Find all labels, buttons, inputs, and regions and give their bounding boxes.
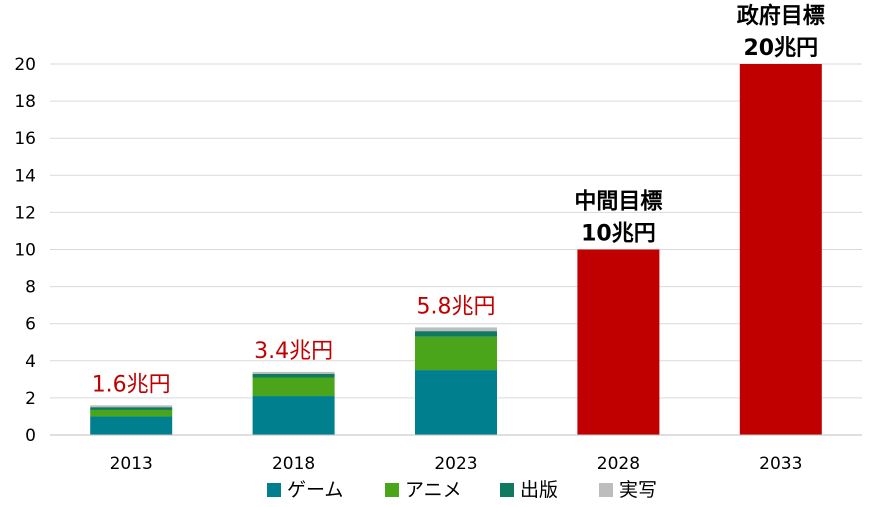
legend-label: 出版 (520, 479, 558, 501)
y-tick-label: 2 (25, 389, 36, 409)
target-label-line1: 中間目標 (574, 190, 662, 215)
bar-segment (90, 407, 173, 410)
x-tick-label: 2013 (110, 454, 153, 474)
legend-swatch (500, 483, 514, 497)
x-tick-label: 2023 (434, 454, 477, 474)
x-tick-label: 2028 (597, 454, 640, 474)
y-tick-label: 4 (25, 352, 36, 372)
y-tick-label: 10 (14, 241, 36, 261)
total-label: 3.4兆円 (254, 339, 333, 364)
target-bar (739, 64, 822, 435)
y-tick-label: 8 (25, 278, 36, 298)
target-label-line2: 10兆円 (581, 222, 656, 247)
x-axis: 2013 2018 2023 2028 2033 (50, 434, 862, 474)
legend-label: 実写 (619, 479, 657, 501)
target-label-line1: 政府目標 (737, 3, 825, 29)
target-label-line2: 20兆円 (743, 36, 818, 61)
target-bar (577, 249, 660, 435)
legend-swatch (385, 483, 399, 497)
bar-segment (415, 336, 497, 371)
bar-segment (252, 377, 335, 397)
y-axis: 0 2 4 6 8 10 12 14 16 18 20 (14, 55, 36, 446)
y-tick-label: 20 (14, 55, 36, 75)
bar-segment (90, 405, 173, 408)
legend-swatch (267, 483, 281, 497)
legend-label: ゲーム (287, 479, 343, 501)
legend-label: アニメ (405, 479, 462, 501)
bar-labels: 中間目標 10兆円 政府目標 20兆円 1.6兆円 3.4兆円 5.8兆円 (92, 3, 825, 397)
y-tick-label: 14 (14, 166, 36, 186)
bars (90, 64, 822, 435)
bar-segment (415, 327, 497, 332)
y-tick-label: 6 (25, 315, 36, 335)
legend: ゲーム アニメ 出版 実写 (267, 479, 657, 501)
y-tick-label: 16 (14, 129, 36, 149)
bar-segment (252, 371, 335, 374)
x-tick-label: 2033 (759, 454, 802, 474)
bar-segment (415, 331, 497, 337)
legend-swatch (599, 483, 613, 497)
y-tick-label: 0 (25, 426, 36, 446)
y-tick-label: 18 (14, 92, 36, 112)
bar-segment (415, 370, 497, 435)
x-tick-label: 2018 (272, 454, 315, 474)
bar-segment (252, 373, 335, 378)
y-tick-label: 12 (14, 203, 36, 223)
grid-lines (50, 63, 862, 399)
total-label: 5.8兆円 (417, 294, 496, 319)
bar-segment (252, 396, 335, 435)
bar-segment (90, 416, 173, 435)
total-label: 1.6兆円 (92, 372, 171, 397)
bar-segment (90, 409, 173, 417)
